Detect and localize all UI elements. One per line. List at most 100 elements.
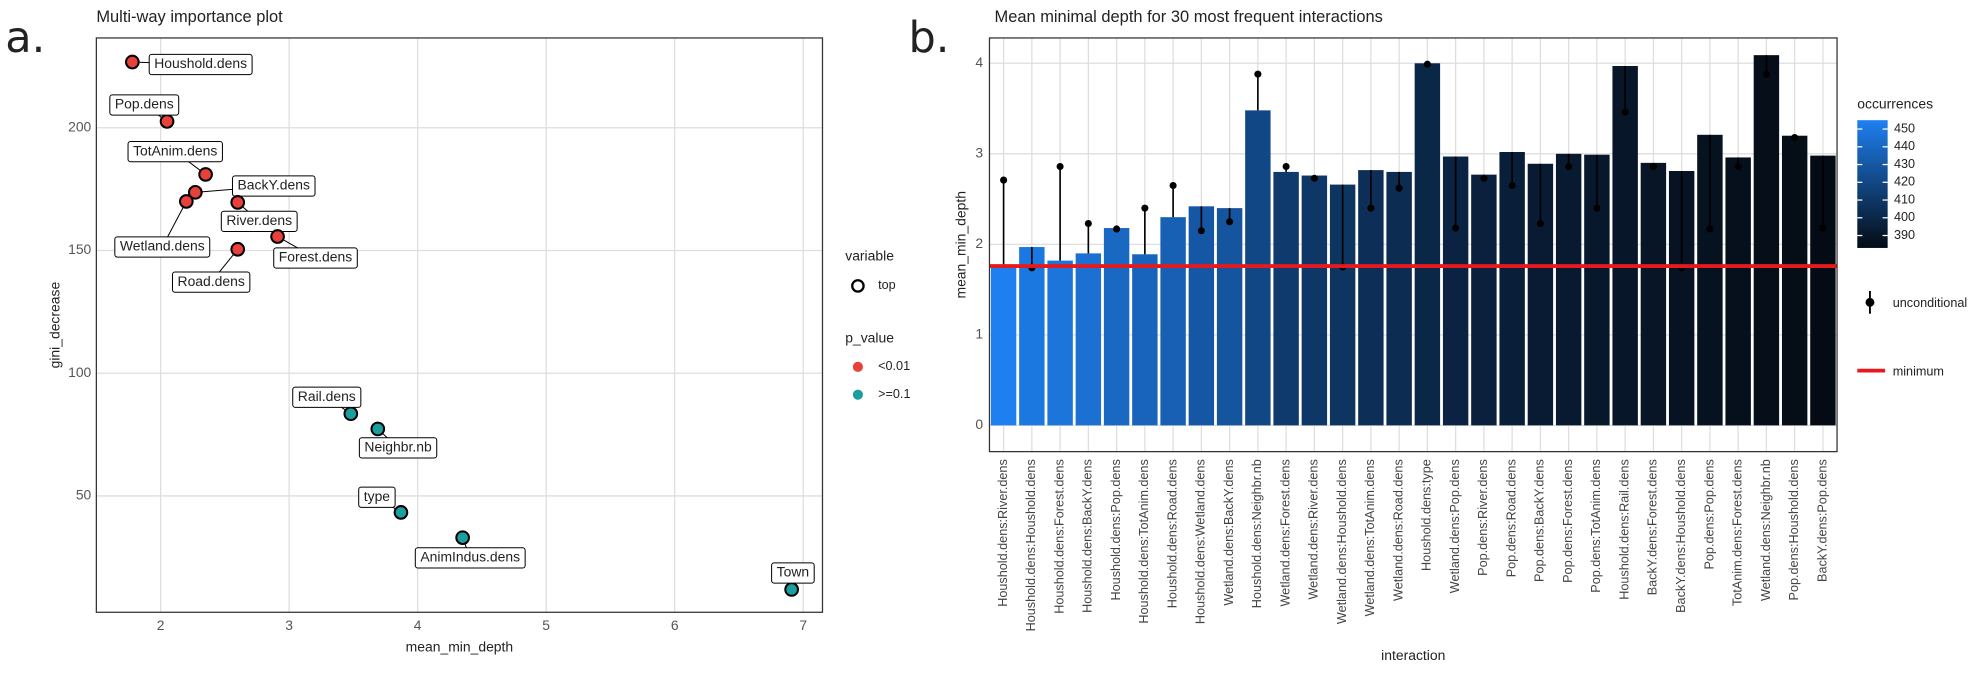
unconditional-point <box>1169 181 1177 190</box>
bar <box>1555 153 1582 426</box>
unconditional-point <box>1423 60 1431 68</box>
color-tick-label: 430 <box>1894 157 1915 171</box>
x-tick-label: 7 <box>799 617 807 633</box>
unconditional-point <box>1141 204 1149 212</box>
label-box <box>273 247 358 269</box>
unconditional-point <box>1226 218 1234 226</box>
y-tick-label: 100 <box>68 364 91 380</box>
y-tick-label: 0 <box>975 416 983 432</box>
bar <box>1499 152 1525 426</box>
unconditional-point <box>1282 162 1290 171</box>
bar <box>1640 162 1667 426</box>
unconditional-point <box>1395 184 1403 192</box>
x-tick-label: Houshold.dens:River.dens <box>996 459 1010 607</box>
chart-title: Mean minimal depth for 30 most frequent … <box>995 8 1383 26</box>
bar <box>1103 228 1130 426</box>
point-label: Wetland.dens <box>120 238 205 254</box>
unconditional-point <box>1480 174 1488 182</box>
legend-label: top <box>878 278 896 292</box>
x-tick-label: 2 <box>157 617 165 633</box>
unconditional-point <box>1649 162 1657 171</box>
x-tick-label: Wetland.dens:TotAnim.dens <box>1363 459 1377 616</box>
x-tick-label: Houshold.dens:Neighbr.nb <box>1250 459 1264 608</box>
legend-label: unconditional <box>1893 296 1967 310</box>
unconditional-point <box>1310 174 1318 182</box>
x-tick-label: Wetland.dens:Houshold.dens <box>1335 459 1349 624</box>
legend-symbol <box>851 279 865 293</box>
label-box <box>114 236 211 258</box>
bar <box>1019 247 1045 426</box>
bar <box>1781 135 1808 426</box>
point <box>230 241 246 257</box>
x-tick-label: BackY.dens:Pop.dens <box>1815 459 1829 582</box>
legend-symbol <box>852 361 863 372</box>
label-box <box>414 547 526 569</box>
unconditional-point <box>1508 181 1516 190</box>
point <box>784 582 799 597</box>
point <box>393 505 409 520</box>
point <box>125 54 140 70</box>
label-box <box>231 175 316 197</box>
x-tick-label: Houshold.dens:type <box>1420 459 1434 571</box>
unconditional-point <box>1706 225 1714 233</box>
point-label: BackY.dens <box>238 177 310 193</box>
label-box <box>771 562 815 584</box>
plot-border <box>988 37 1838 453</box>
legend-symbol <box>852 389 863 400</box>
bar <box>1075 253 1102 426</box>
bar <box>1132 254 1158 426</box>
label-box <box>127 141 223 163</box>
x-tick-label: Houshold.dens:TotAnim.dens <box>1137 459 1151 623</box>
point-label: type <box>364 488 391 504</box>
point-label: Rail.dens <box>298 388 356 404</box>
x-tick-label: Pop.dens:Pop.dens <box>1702 459 1716 569</box>
x-tick-label: TotAnim.dens:Forest.dens <box>1731 459 1745 606</box>
x-tick-label: Pop.dens:BackY.dens <box>1533 459 1547 582</box>
unconditional-point <box>1197 227 1205 235</box>
y-tick-label: 4 <box>975 54 983 70</box>
color-tick-label: 410 <box>1894 192 1915 206</box>
x-tick-label: Wetland.dens:Neighbr.nb <box>1759 459 1773 601</box>
panel-label: b. <box>909 13 950 63</box>
unconditional-point <box>1536 219 1544 228</box>
x-tick-label: BackY.dens:Houshold.dens <box>1674 459 1688 613</box>
unconditional-point <box>1084 219 1092 228</box>
color-tick-label: 400 <box>1894 210 1915 224</box>
x-tick-label: Pop.dens:Forest.dens <box>1561 459 1575 583</box>
x-tick-label: 4 <box>414 617 422 633</box>
x-tick-label: Houshold.dens:Forest.dens <box>1052 459 1066 614</box>
point <box>370 421 386 437</box>
y-tick-label: 2 <box>975 235 983 251</box>
y-tick-label: 3 <box>975 144 983 160</box>
bar <box>1471 174 1497 426</box>
bar <box>1414 63 1441 426</box>
legend-title: variable <box>845 247 894 263</box>
color-tick-label: 440 <box>1894 139 1915 153</box>
unconditional-point <box>1113 225 1121 233</box>
unconditional-point <box>1367 204 1375 212</box>
legend-symbol <box>1865 297 1875 307</box>
point <box>343 406 359 422</box>
x-tick-label: Houshold.dens:Rail.dens <box>1617 459 1631 600</box>
label-box <box>292 386 362 408</box>
unconditional-point <box>1734 162 1742 171</box>
label-box <box>220 210 298 232</box>
x-tick-label: 3 <box>285 617 293 633</box>
x-tick-label: 6 <box>671 617 679 633</box>
bar <box>1047 260 1073 426</box>
bar <box>1188 206 1215 426</box>
x-tick-label: Pop.dens:TotAnim.dens <box>1589 459 1603 593</box>
point-label: Pop.dens <box>115 96 174 112</box>
x-tick-label: Wetland.dens:BackY.dens <box>1222 459 1236 605</box>
x-tick-label: Pop.dens:Houshold.dens <box>1787 459 1801 600</box>
x-tick-label: 5 <box>542 617 550 633</box>
y-tick-label: 200 <box>68 118 91 134</box>
unconditional-point <box>1762 70 1770 78</box>
bar <box>1301 175 1328 426</box>
x-tick-label: Wetland.dens:Road.dens <box>1391 459 1405 601</box>
color-bar <box>1857 120 1888 248</box>
legend-label: minimum <box>1893 364 1944 378</box>
x-tick-label: Pop.dens:Road.dens <box>1504 459 1518 577</box>
point <box>178 194 194 209</box>
unconditional-point <box>1056 162 1064 171</box>
